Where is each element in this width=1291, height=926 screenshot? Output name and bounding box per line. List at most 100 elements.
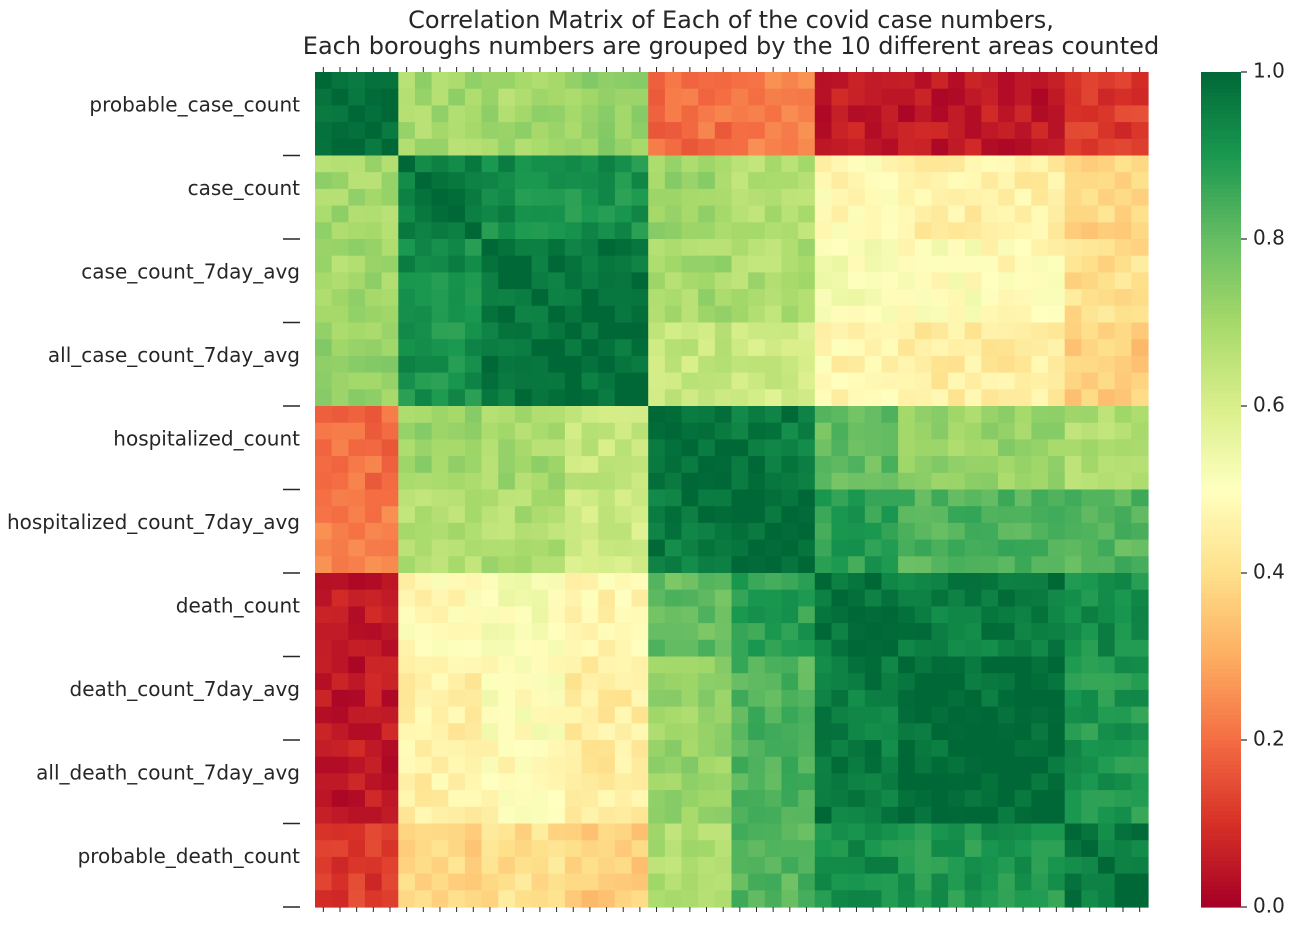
heatmap-cell (1131, 155, 1149, 173)
colorbar-segment (1201, 422, 1241, 428)
heatmap-cell (764, 456, 783, 474)
heatmap-cell (498, 556, 516, 574)
heatmap-cell (431, 639, 449, 658)
heatmap-cell (898, 255, 916, 273)
heatmap-cell (348, 272, 366, 290)
heatmap-cell (914, 756, 933, 774)
heatmap-cell (714, 873, 733, 891)
heatmap-cell (581, 806, 599, 825)
heatmap-cell (698, 105, 716, 123)
heatmap-cell (1131, 456, 1149, 474)
heatmap-cell (864, 389, 883, 407)
colorbar-segment (1201, 209, 1241, 215)
heatmap-cell (814, 105, 833, 123)
colorbar-segment (1201, 476, 1241, 482)
heatmap-cell (948, 773, 966, 791)
heatmap-cell (864, 239, 883, 257)
heatmap-cell (548, 122, 566, 140)
heatmap-cell (581, 723, 599, 741)
heatmap-cell (514, 773, 533, 791)
heatmap-cell (598, 339, 616, 357)
heatmap-cell (414, 255, 433, 273)
heatmap-cell (981, 773, 999, 791)
heatmap-cell (731, 172, 749, 190)
heatmap-cell (464, 589, 483, 607)
heatmap-cell (798, 72, 816, 90)
heatmap-cell (948, 289, 966, 307)
heatmap-cell (514, 890, 533, 908)
heatmap-cell (981, 506, 999, 524)
heatmap-cell (714, 372, 733, 390)
heatmap-cell (831, 138, 849, 157)
heatmap-cell (348, 506, 366, 524)
heatmap-cell (315, 422, 333, 440)
heatmap-cell (731, 439, 749, 457)
heatmap-cell (448, 188, 466, 207)
heatmap-cell (481, 539, 499, 557)
heatmap-cell (364, 656, 383, 674)
heatmap-cell (781, 372, 799, 390)
heatmap-cell (648, 406, 666, 424)
heatmap-cell (331, 456, 349, 474)
heatmap-cell (564, 222, 583, 240)
heatmap-cell (1014, 740, 1032, 758)
heatmap-cell (831, 272, 849, 290)
heatmap-cell (364, 105, 383, 123)
heatmap-cell (814, 155, 833, 173)
heatmap-cell (564, 623, 583, 641)
heatmap-cell (814, 756, 833, 774)
heatmap-cell (1098, 272, 1116, 290)
heatmap-cell (864, 840, 883, 858)
heatmap-cell (498, 639, 516, 658)
heatmap-cell (598, 439, 616, 457)
heatmap-cell (398, 439, 416, 457)
heatmap-cell (1081, 573, 1099, 591)
heatmap-cell (614, 372, 633, 390)
heatmap-cell (714, 623, 733, 641)
heatmap-cell (1098, 406, 1116, 424)
heatmap-cell (598, 806, 616, 825)
heatmap-cell (548, 239, 566, 257)
heatmap-cell (315, 272, 333, 290)
heatmap-cell (364, 522, 383, 541)
heatmap-cell (398, 706, 416, 724)
heatmap-cell (1031, 239, 1049, 257)
heatmap-cell (898, 890, 916, 908)
heatmap-cell (398, 88, 416, 106)
heatmap-cell (914, 706, 933, 724)
heatmap-cell (931, 389, 949, 407)
colorbar-segment (1201, 890, 1241, 896)
heatmap-cell (798, 138, 816, 157)
heatmap-cell (1081, 506, 1099, 524)
y-tick-label: death_count (176, 593, 300, 617)
heatmap-cell (881, 673, 899, 691)
heatmap-cell (315, 355, 333, 374)
heatmap-cell (564, 355, 583, 374)
heatmap-cell (1081, 556, 1099, 574)
heatmap-cell (481, 589, 499, 607)
heatmap-cell (664, 773, 683, 791)
heatmap-cell (398, 489, 416, 507)
heatmap-cell (531, 406, 549, 424)
heatmap-cell (548, 172, 566, 190)
colorbar-segment (1201, 577, 1241, 582)
heatmap-cell (514, 339, 533, 357)
heatmap-cell (748, 573, 766, 591)
heatmap-cell (914, 239, 933, 257)
colorbar-segment (1201, 410, 1241, 415)
heatmap-cell (431, 355, 449, 374)
heatmap-cell (564, 723, 583, 741)
heatmap-cell (781, 255, 799, 273)
heatmap-cell (1048, 773, 1066, 791)
colorbar-segment (1201, 639, 1241, 645)
heatmap-cell (381, 689, 399, 708)
heatmap-cell (364, 456, 383, 474)
heatmap-cell (631, 823, 649, 841)
heatmap-cell (698, 773, 716, 791)
heatmap-cell (398, 589, 416, 607)
heatmap-cell (1098, 456, 1116, 474)
heatmap-cell (598, 105, 616, 123)
heatmap-cell (931, 856, 949, 875)
heatmap-cell (764, 840, 783, 858)
heatmap-cell (798, 472, 816, 491)
